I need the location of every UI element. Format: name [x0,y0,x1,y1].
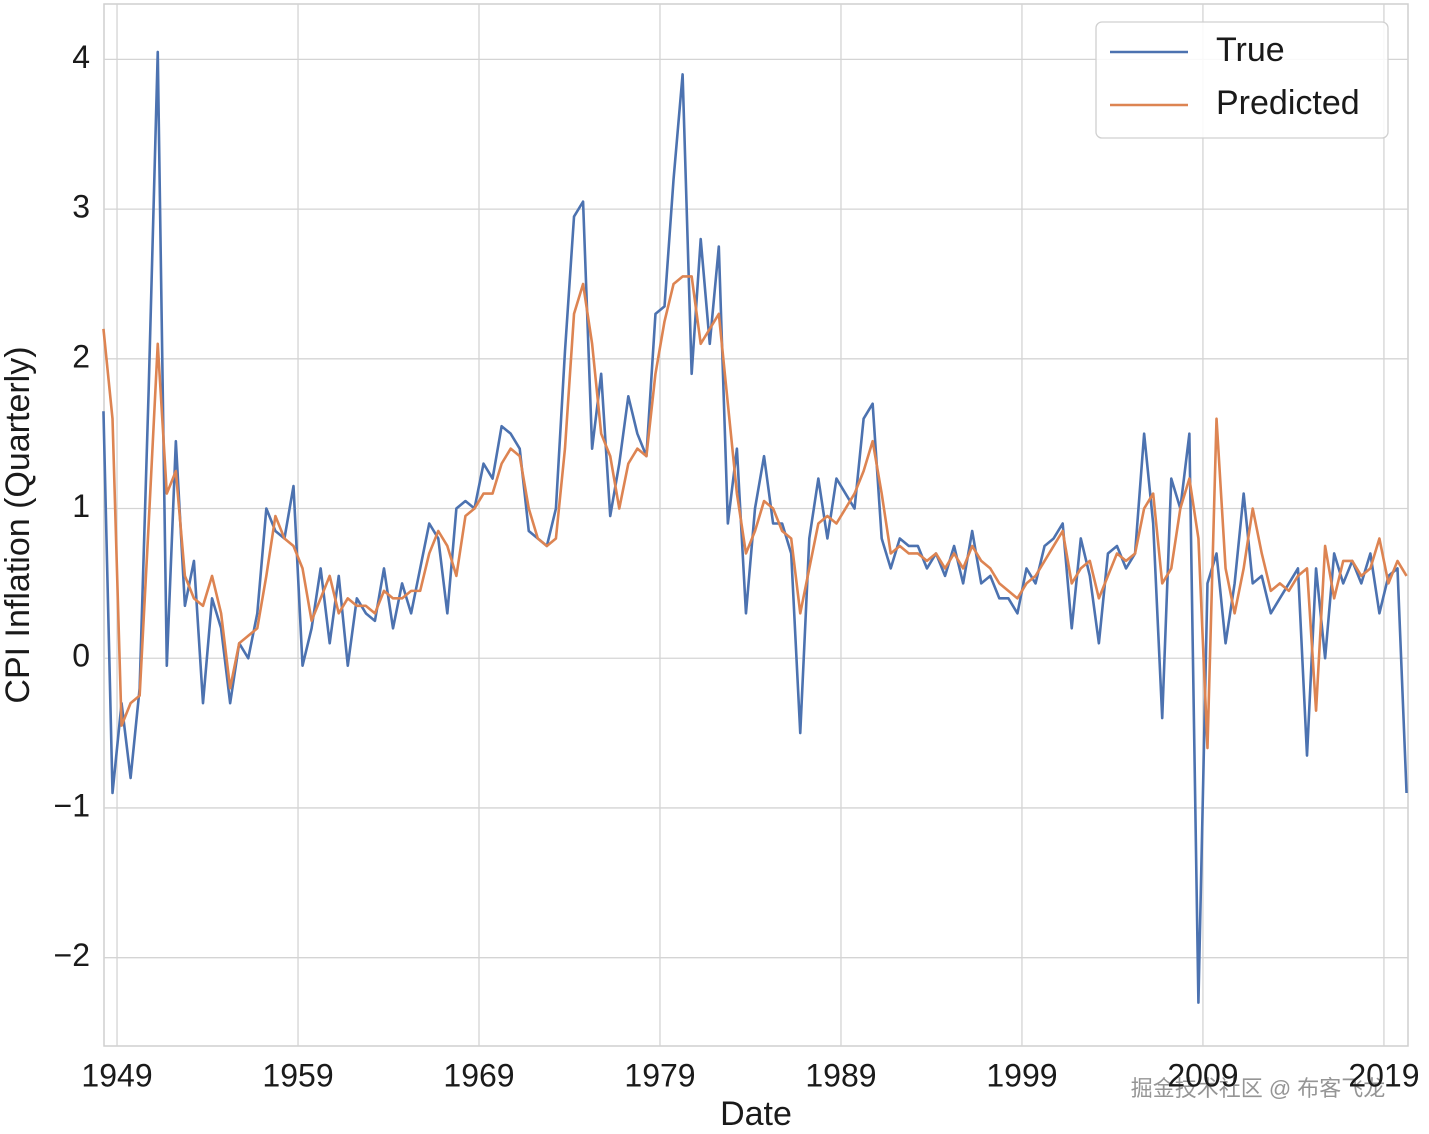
x-tick-label: 1979 [624,1057,695,1093]
series-line [102,50,1408,1004]
x-tick-label: 1959 [262,1057,333,1093]
y-tick-label: −1 [54,787,90,823]
y-tick-label: 3 [72,189,90,225]
y-tick-label: −2 [54,937,90,973]
lines [102,50,1408,1004]
legend: True Predicted [1095,21,1389,139]
series-line [102,275,1408,750]
x-axis-label: Date [720,1095,792,1133]
legend-label: True [1216,31,1285,69]
watermark: 掘金技术社区 @ 布客飞龙 [1131,1076,1386,1101]
x-tick-label: 1999 [986,1057,1057,1093]
x-tick-label: 1989 [805,1057,876,1093]
y-tick-label: 0 [72,638,90,674]
x-tick-label: 1969 [443,1057,514,1093]
y-tick-label: 2 [72,338,90,374]
x-tick-label: 2009 [1167,1057,1238,1093]
x-tick-label: 1949 [81,1057,152,1093]
y-tick-label: 1 [72,488,90,524]
x-tick-label: 2019 [1348,1057,1419,1093]
legend-label: Predicted [1216,84,1360,122]
y-tick-label: 4 [72,39,90,75]
y-axis-label: CPI Inflation (Quarterly) [0,346,37,703]
